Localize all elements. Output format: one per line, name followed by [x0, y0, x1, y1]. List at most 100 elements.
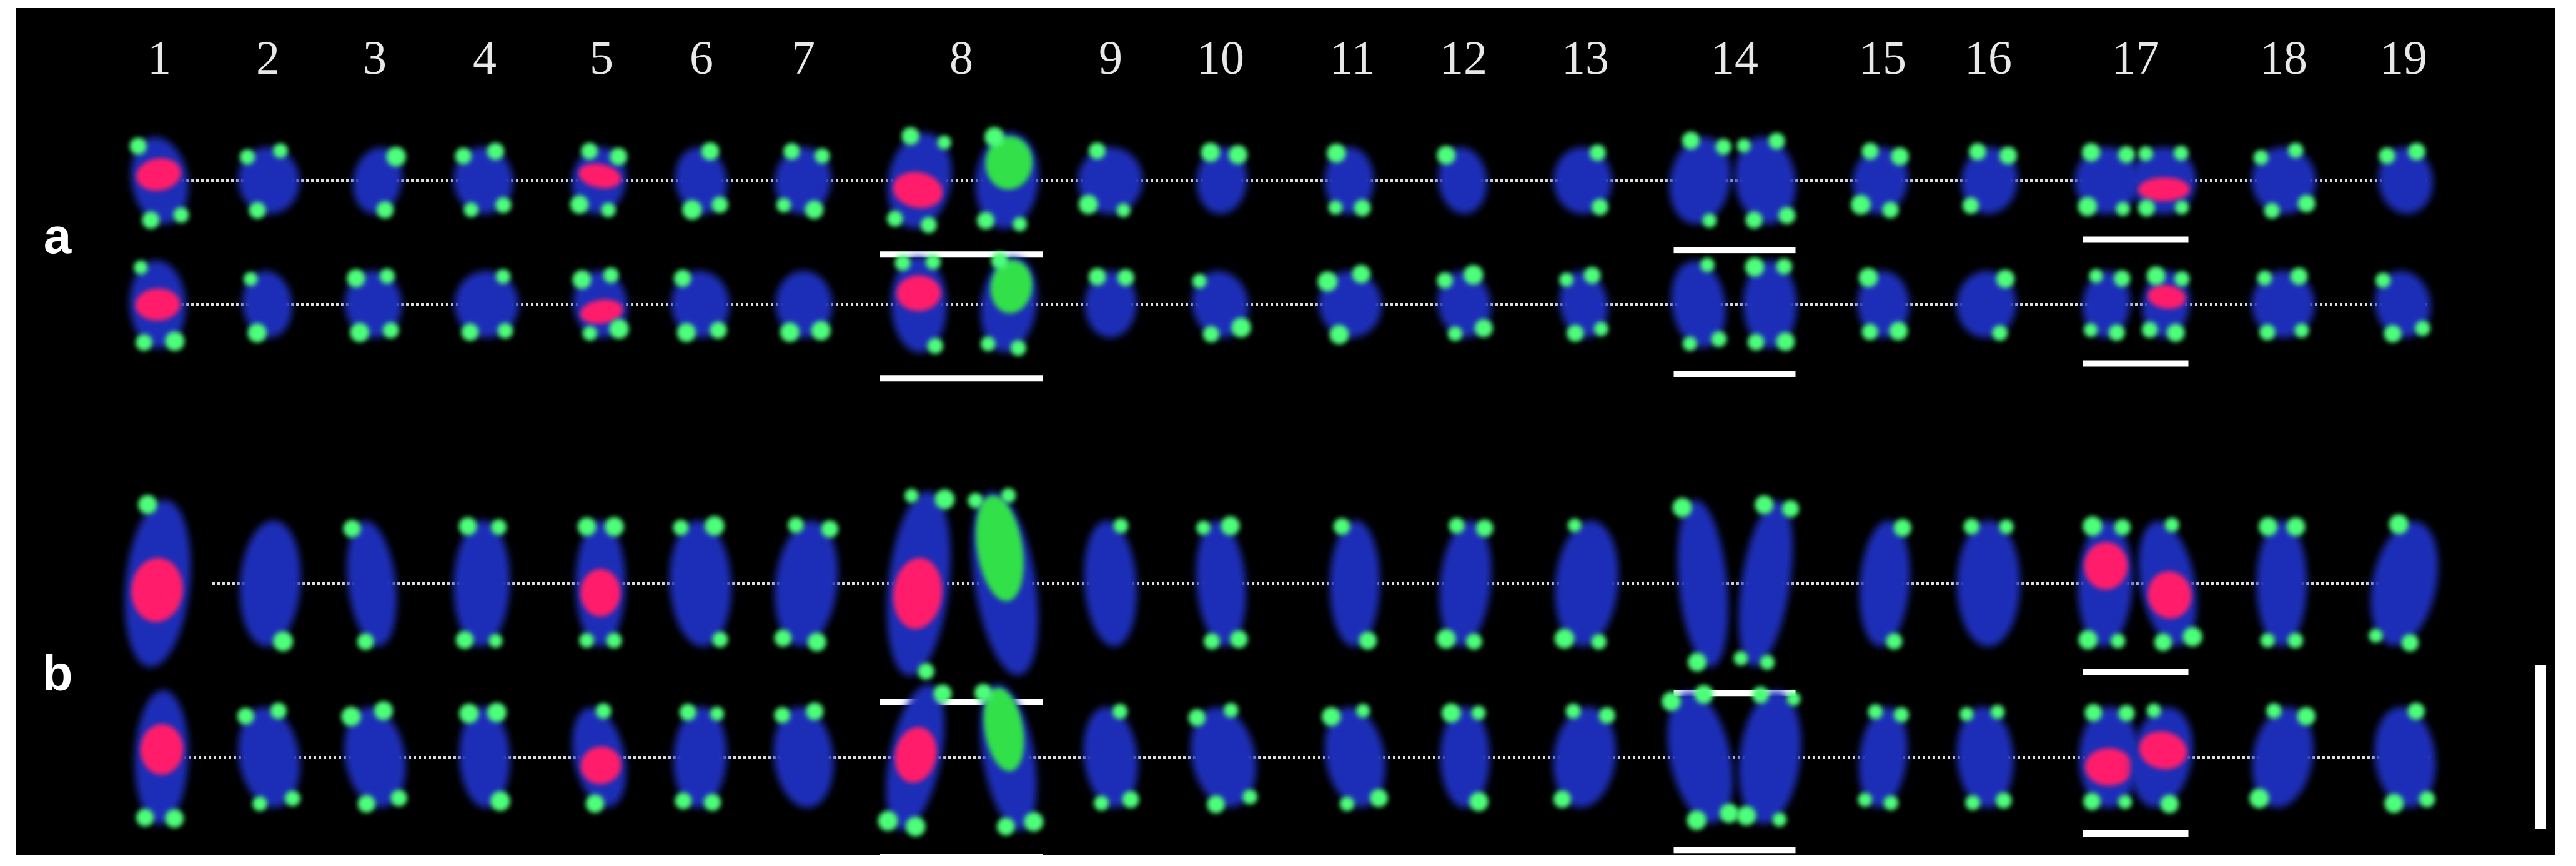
chromatin	[1440, 707, 1490, 808]
green-signal	[1589, 144, 1606, 161]
green-signal	[703, 794, 721, 811]
green-signal	[585, 794, 605, 813]
chromosome	[572, 703, 627, 813]
green-signal	[1719, 804, 1739, 823]
chromosome	[1325, 143, 1374, 217]
chromatin	[1956, 707, 2014, 808]
chromosome	[575, 517, 626, 649]
green-signal	[1370, 789, 1388, 807]
chromatin	[775, 520, 838, 647]
green-signal	[582, 326, 597, 341]
green-signal	[1192, 274, 1207, 289]
green-signal	[2174, 146, 2189, 161]
green-signal	[2375, 272, 2391, 288]
column-label: 18	[2260, 32, 2307, 84]
green-signal	[1772, 812, 1787, 827]
chromatin	[1555, 520, 1619, 647]
green-signal	[682, 200, 702, 220]
chromosome	[1192, 271, 1251, 342]
green-signal	[379, 268, 395, 284]
green-signal	[776, 197, 791, 213]
chromatin	[344, 707, 406, 808]
green-signal	[920, 217, 937, 234]
chromatin	[1738, 500, 1793, 667]
green-signal	[673, 269, 691, 287]
pair-underline	[880, 854, 1043, 860]
chromatin	[1084, 271, 1137, 338]
green-signal	[1554, 629, 1575, 649]
green-signal	[1682, 336, 1697, 351]
green-signal	[937, 135, 951, 150]
green-signal	[1352, 264, 1371, 284]
green-signal	[577, 517, 597, 536]
green-arm	[985, 136, 1033, 190]
column-label: 1	[147, 32, 171, 84]
chromosome	[1437, 146, 1487, 214]
green-signal	[1436, 629, 1456, 649]
green-signal	[1567, 518, 1582, 532]
green-signal	[1024, 812, 1044, 832]
green-signal	[1963, 519, 1980, 535]
pair-underline	[880, 375, 1043, 382]
chromosome	[775, 271, 833, 342]
green-signal	[463, 202, 479, 217]
red-signal	[893, 558, 943, 629]
green-signal	[1688, 652, 1707, 672]
chromosome	[1735, 132, 1796, 229]
green-signal	[382, 322, 399, 339]
green-arm	[983, 687, 1024, 772]
green-signal	[806, 702, 824, 720]
green-signal	[2078, 197, 2098, 216]
green-signal	[1469, 792, 1489, 812]
green-signal	[1736, 805, 1756, 826]
green-signal	[273, 143, 288, 159]
chromosome	[352, 146, 406, 219]
column-label: 10	[1197, 32, 1244, 84]
green-signal	[1001, 488, 1016, 503]
green-signal	[878, 810, 898, 831]
green-signal	[807, 632, 826, 652]
pair-underline	[2083, 669, 2189, 675]
column-label: 2	[256, 32, 280, 84]
green-signal	[2174, 271, 2190, 287]
green-signal	[1893, 519, 1911, 537]
chromosome	[2251, 267, 2315, 341]
green-signal	[2389, 514, 2409, 534]
pair-underline	[2083, 236, 2189, 243]
green-signal	[609, 319, 629, 339]
green-signal	[2384, 794, 2404, 814]
chromatin	[1083, 707, 1138, 808]
green-signal	[1202, 326, 1220, 342]
green-signal	[1449, 517, 1465, 534]
green-signal	[2419, 791, 2435, 808]
green-signal	[2264, 202, 2280, 219]
green-signal	[2083, 792, 2101, 810]
chromosome	[2375, 271, 2431, 343]
chromosome	[1858, 704, 1910, 810]
green-signal	[1201, 142, 1221, 162]
chromatin	[1956, 520, 2021, 647]
green-signal	[2164, 517, 2179, 532]
green-signal	[357, 795, 375, 813]
green-signal	[142, 211, 160, 229]
green-signal	[1858, 267, 1878, 287]
chromosome	[1553, 144, 1612, 216]
green-signal	[357, 633, 374, 650]
chromatin	[1738, 690, 1801, 824]
chromosome	[2256, 517, 2307, 649]
green-signal	[2415, 321, 2430, 336]
green-signal	[1591, 634, 1607, 650]
green-signal	[2084, 704, 2103, 722]
green-signal	[783, 143, 800, 160]
green-signal	[2081, 142, 2101, 162]
green-signal	[1715, 139, 1731, 155]
green-signal	[343, 520, 361, 538]
chromatin	[2074, 147, 2139, 214]
green-signal	[886, 211, 903, 227]
green-signal	[1962, 197, 1979, 214]
green-signal	[1851, 194, 1871, 215]
red-signal	[2139, 731, 2187, 770]
chromosome	[1559, 267, 1608, 342]
